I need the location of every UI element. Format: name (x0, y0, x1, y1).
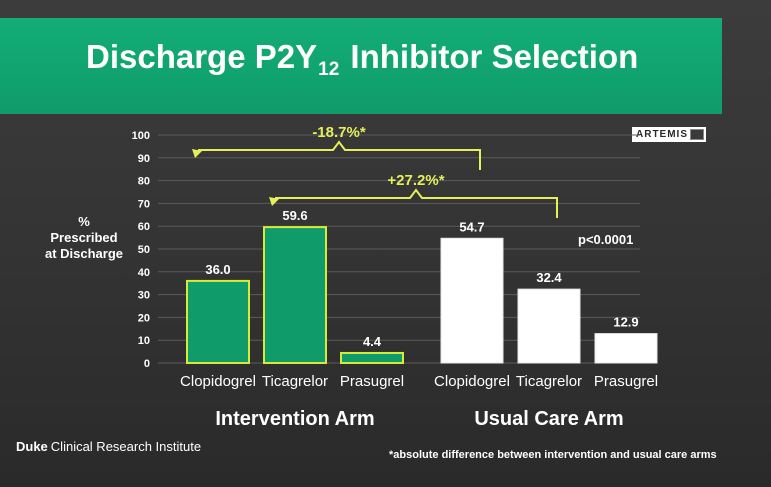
y-tick-label-10: 10 (138, 335, 150, 347)
difference-bracket-2 (275, 188, 558, 218)
arm-label-intervention: Intervention Arm (215, 408, 374, 430)
y-axis-label-line-3: at Discharge (44, 246, 124, 261)
y-tick-label-20: 20 (138, 312, 150, 324)
footnote: *absolute difference between interventio… (389, 449, 717, 461)
bars (186, 226, 658, 365)
title-band (0, 18, 722, 114)
footer-org-bold: Duke (16, 439, 48, 454)
y-tick-label-80: 80 (138, 176, 150, 188)
arm-label-usual-care: Usual Care Arm (474, 408, 623, 430)
y-tick-label-50: 50 (138, 244, 150, 256)
bar-usual-care-clopidogrel (440, 237, 504, 364)
y-axis-label-line-2: Prescribed (50, 230, 118, 245)
bar-intervention-ticagrelor (263, 226, 327, 364)
category-labels: Clopidogrel Ticagrelor Prasugrel Interventi… (180, 373, 658, 430)
category-label-usual-care-clopidogrel: Clopidogrel (434, 373, 510, 390)
y-tick-label-40: 40 (138, 267, 150, 279)
bar-usual-care-ticagrelor (517, 288, 581, 364)
y-axis-label-line-1: % (78, 214, 90, 229)
badge-text: ARTEMIS (636, 129, 688, 140)
p-value-label: p<0.0001 (578, 232, 633, 247)
badge-mark-icon (690, 129, 704, 140)
y-tick-label-60: 60 (138, 221, 150, 233)
artemis-logo-badge: ARTEMIS (632, 127, 706, 142)
value-label-intervention-prasugrel: 4.4 (363, 334, 382, 349)
y-tick-label-30: 30 (138, 290, 150, 302)
difference-annotations: -18.7%* +27.2%* (192, 124, 558, 218)
value-label-intervention-clopidogrel: 36.0 (205, 262, 230, 277)
category-label-usual-care-prasugrel: Prasugrel (594, 373, 658, 390)
difference-arrowhead-2 (269, 197, 279, 206)
category-label-usual-care-ticagrelor: Ticagrelor (516, 373, 582, 390)
bar-usual-care-prasugrel (594, 333, 658, 364)
value-labels: 36.0 59.6 4.4 54.7 32.4 12.9 (205, 208, 638, 349)
difference-label-1: -18.7%* (312, 124, 366, 141)
title-tail: Inhibitor Selection (341, 38, 639, 75)
value-label-intervention-ticagrelor: 59.6 (282, 208, 307, 223)
title-subscript: 12 (318, 59, 340, 80)
category-label-intervention-ticagrelor: Ticagrelor (262, 373, 328, 390)
slide-title: Discharge P2Y12 Inhibitor Selection (86, 38, 638, 81)
y-tick-label-70: 70 (138, 198, 150, 210)
bar-intervention-prasugrel (340, 351, 404, 364)
value-label-usual-care-prasugrel: 12.9 (613, 315, 638, 330)
value-label-usual-care-clopidogrel: 54.7 (459, 219, 484, 234)
y-tick-label-100: 100 (132, 130, 150, 142)
difference-bracket-1 (198, 140, 481, 170)
y-axis-ticks: 0 10 20 30 40 50 60 70 80 90 100 (132, 130, 150, 370)
value-label-usual-care-ticagrelor: 32.4 (536, 270, 562, 285)
category-label-intervention-prasugrel: Prasugrel (340, 373, 404, 390)
y-tick-label-90: 90 (138, 153, 150, 165)
y-axis-label: % Prescribed at Discharge (34, 214, 134, 262)
title-main: Discharge P2Y (86, 38, 318, 75)
footer-org: Duke Clinical Research Institute (16, 439, 201, 454)
footer-org-rest: Clinical Research Institute (50, 439, 202, 454)
difference-label-2: +27.2%* (387, 172, 444, 189)
difference-arrowhead-1 (192, 149, 202, 158)
bar-intervention-clopidogrel (186, 279, 250, 365)
y-tick-label-0: 0 (144, 358, 150, 370)
category-label-intervention-clopidogrel: Clopidogrel (180, 373, 256, 390)
